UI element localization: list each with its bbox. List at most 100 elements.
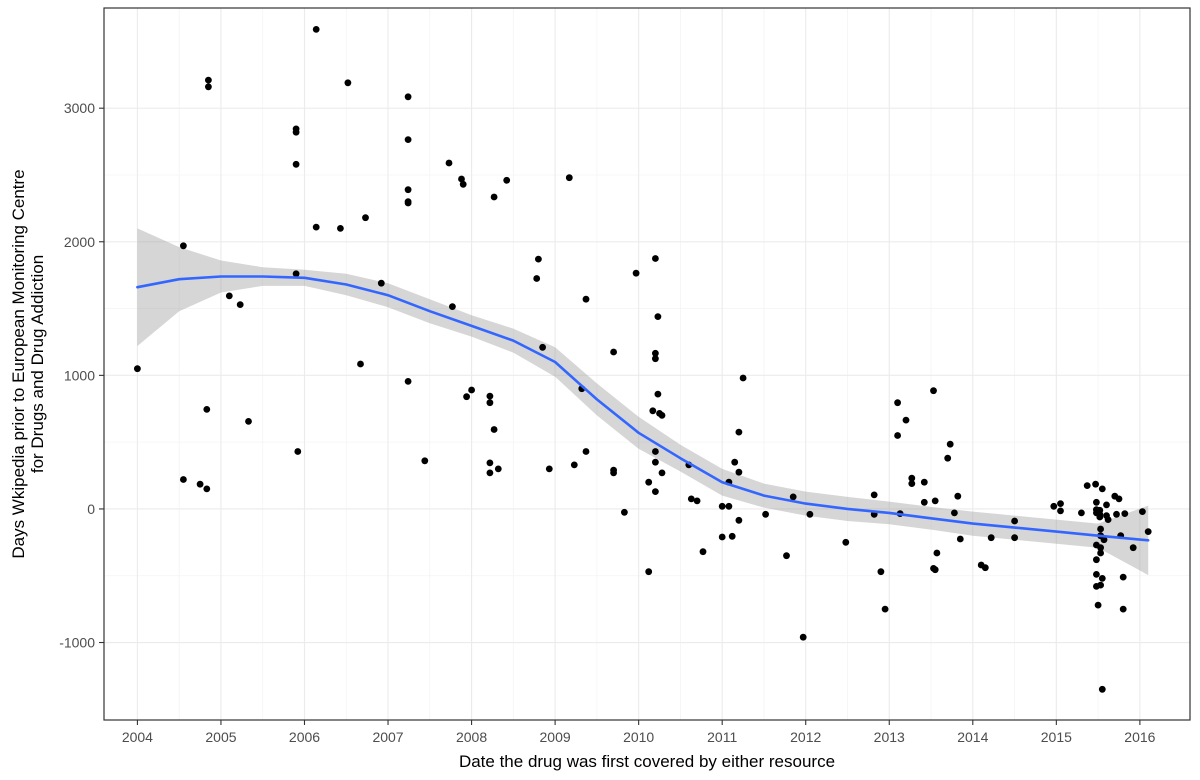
- points-layer: [134, 26, 1152, 693]
- smooth-line-layer: [136, 275, 1150, 542]
- data-point: [920, 498, 928, 506]
- data-point: [652, 458, 659, 466]
- data-point: [739, 374, 747, 382]
- x-tick-label: 2012: [790, 729, 821, 745]
- data-point: [621, 508, 628, 516]
- y-axis: -1000 0 1000 2000 3000: [59, 100, 104, 651]
- x-tick-label: 2014: [957, 729, 988, 745]
- data-point: [1098, 575, 1106, 582]
- data-point: [645, 568, 653, 576]
- data-point: [570, 461, 578, 469]
- data-point: [1113, 510, 1120, 518]
- data-point: [1098, 685, 1106, 693]
- data-point: [652, 255, 659, 262]
- data-point: [205, 76, 212, 84]
- data-point: [762, 510, 769, 518]
- data-point: [931, 497, 939, 505]
- data-point: [951, 509, 958, 517]
- confidence-ribbon: [137, 228, 1149, 576]
- data-point: [245, 418, 252, 425]
- data-point: [908, 480, 916, 487]
- data-point: [404, 136, 412, 144]
- data-point: [1129, 544, 1137, 552]
- data-point: [404, 186, 412, 194]
- data-point: [236, 301, 244, 308]
- data-point: [459, 180, 467, 188]
- data-point: [783, 552, 790, 560]
- data-point: [658, 469, 666, 477]
- data-point: [1050, 502, 1058, 510]
- data-point: [445, 159, 453, 167]
- data-point: [1083, 482, 1091, 489]
- data-point: [1097, 581, 1104, 589]
- data-point: [987, 534, 995, 542]
- data-point: [658, 412, 666, 419]
- data-point: [490, 193, 498, 201]
- data-point: [494, 465, 502, 473]
- data-point: [799, 633, 807, 641]
- y-axis-title-line-2: for Drugs and Drug Addiction: [28, 255, 47, 473]
- data-point: [693, 497, 701, 505]
- y-tick-label: 0: [87, 501, 95, 517]
- data-point: [931, 566, 939, 574]
- data-point: [203, 485, 211, 493]
- data-point: [486, 459, 494, 467]
- data-point: [180, 476, 187, 483]
- data-point: [902, 416, 910, 424]
- data-point: [944, 454, 952, 462]
- data-point: [312, 223, 320, 231]
- data-point: [1139, 508, 1146, 515]
- data-point: [203, 406, 211, 413]
- y-tick-label: 2000: [64, 234, 95, 250]
- data-point: [1103, 501, 1110, 509]
- data-point: [421, 457, 429, 465]
- data-point: [842, 538, 850, 546]
- data-point: [652, 448, 659, 455]
- data-point: [894, 399, 901, 407]
- data-point: [735, 468, 743, 476]
- data-point: [610, 469, 617, 477]
- data-point: [654, 313, 662, 320]
- data-point: [294, 448, 302, 455]
- data-point: [718, 502, 726, 510]
- data-point: [956, 535, 964, 543]
- data-point: [806, 510, 814, 518]
- data-point: [687, 495, 695, 503]
- y-tick-label: 3000: [64, 100, 95, 116]
- data-point: [404, 378, 412, 385]
- data-point: [404, 199, 412, 207]
- data-point: [1119, 573, 1127, 581]
- x-tick-label: 2010: [623, 729, 654, 745]
- data-point: [486, 392, 494, 400]
- data-point: [645, 478, 653, 486]
- y-tick-label: 1000: [64, 367, 95, 383]
- data-point: [718, 533, 726, 541]
- data-point: [196, 480, 204, 488]
- data-point: [652, 355, 659, 363]
- data-point: [337, 225, 344, 232]
- data-point: [486, 399, 494, 407]
- data-point: [735, 428, 743, 436]
- data-point: [545, 465, 553, 473]
- data-point: [735, 516, 743, 524]
- data-point: [1011, 534, 1018, 542]
- data-point: [490, 426, 498, 433]
- y-tick-label: -1000: [59, 635, 95, 651]
- data-point: [292, 128, 300, 136]
- x-axis: 2004 2005 2006 2007 2008 2009 2010 2011 2012 2013…: [122, 720, 1156, 745]
- data-point: [486, 469, 494, 477]
- data-point: [1100, 536, 1108, 544]
- data-point: [377, 279, 385, 287]
- data-point: [1078, 509, 1085, 517]
- x-tick-label: 2015: [1041, 729, 1072, 745]
- data-point: [946, 440, 954, 448]
- data-point: [1057, 507, 1064, 515]
- data-point: [649, 407, 657, 415]
- data-point: [1104, 516, 1112, 523]
- data-point: [134, 365, 141, 373]
- x-tick-label: 2006: [289, 729, 320, 745]
- data-point: [362, 214, 369, 222]
- data-point: [458, 175, 465, 183]
- data-point: [954, 492, 962, 500]
- data-point: [535, 255, 542, 263]
